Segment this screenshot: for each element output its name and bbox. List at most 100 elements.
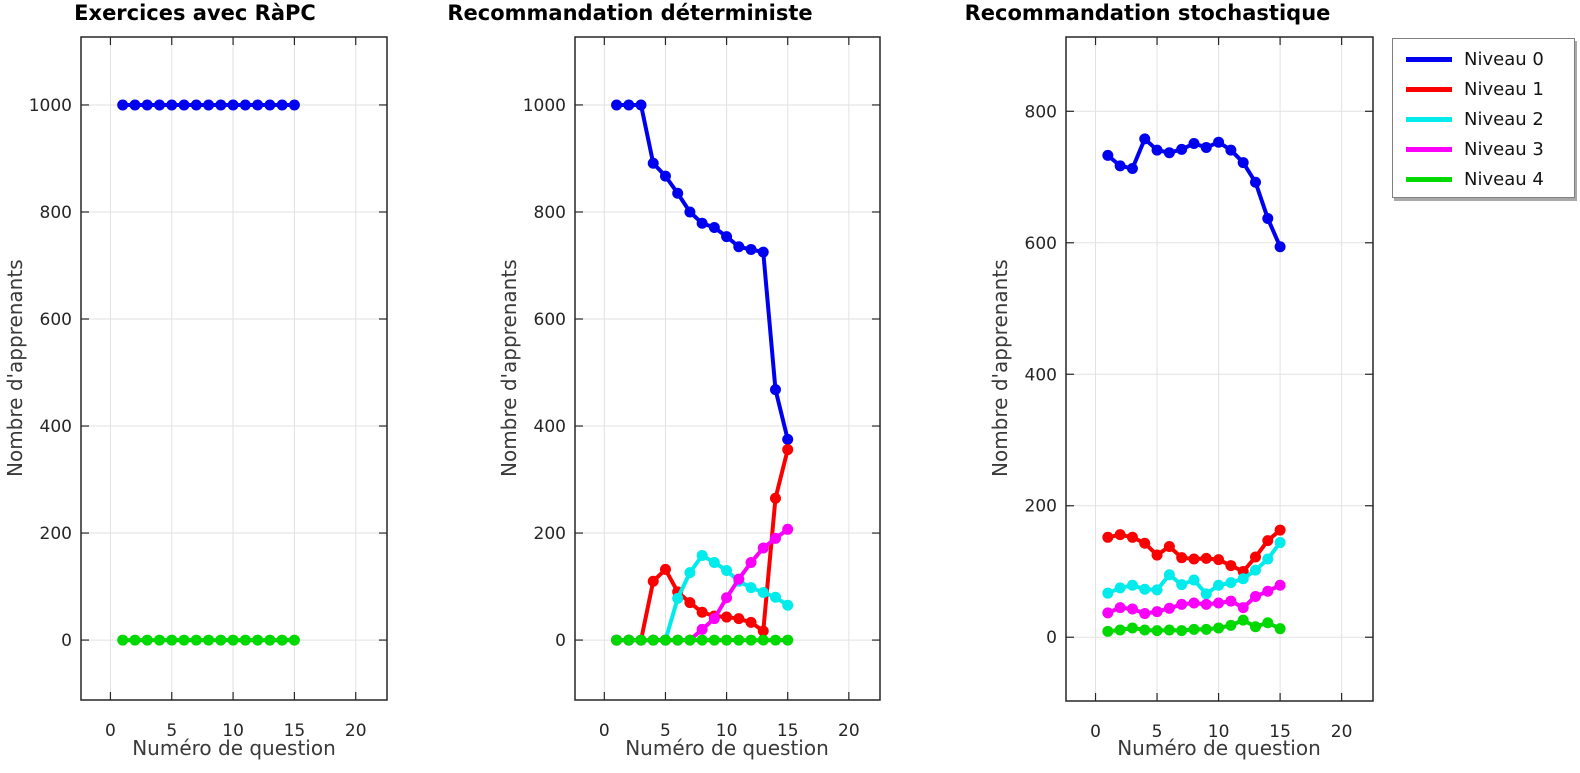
marker-niveau-1 [782,444,794,456]
marker-niveau-0 [684,206,696,218]
marker-niveau-4 [1114,624,1126,636]
marker-niveau-2 [1176,579,1188,591]
x-tick-label: 0 [1090,722,1101,742]
marker-niveau-2 [1126,579,1138,591]
y-tick-label: 200 [534,524,566,544]
chart-title-stochastique: Recommandation stochastique [964,1,1331,25]
marker-niveau-4 [1200,623,1212,635]
marker-niveau-0 [1249,176,1261,188]
marker-niveau-3 [1237,602,1249,614]
series-niveau-4 [1102,614,1286,637]
marker-niveau-0 [239,99,251,111]
marker-niveau-0 [708,221,720,233]
marker-niveau-1 [1249,551,1261,563]
marker-niveau-2 [745,582,757,594]
marker-niveau-2 [1151,584,1163,596]
marker-niveau-3 [696,623,708,635]
marker-niveau-0 [635,99,647,111]
marker-niveau-1 [1188,553,1200,565]
plot-frame [574,36,881,701]
marker-niveau-4 [252,634,264,646]
marker-niveau-2 [1102,587,1114,599]
marker-niveau-3 [1213,597,1225,609]
marker-niveau-2 [1262,553,1274,565]
marker-niveau-4 [117,634,129,646]
x-axis-label-middle: Numéro de question [625,736,829,760]
x-tick-label: 5 [660,721,671,741]
x-tick-label: 20 [838,721,860,741]
marker-niveau-0 [1274,241,1286,253]
marker-niveau-0 [276,99,288,111]
x-tick-label: 15 [1269,722,1291,742]
marker-niveau-1 [1163,541,1175,553]
marker-niveau-4 [1102,625,1114,637]
legend-swatch-4 [1406,176,1452,182]
marker-niveau-0 [1151,144,1163,156]
marker-niveau-0 [1262,212,1274,224]
marker-niveau-4 [1274,623,1286,635]
y-tick-label: 400 [534,417,566,437]
marker-niveau-3 [1188,597,1200,609]
marker-niveau-3 [1249,590,1261,602]
marker-niveau-4 [239,634,251,646]
marker-niveau-4 [288,634,300,646]
x-tick-label: 0 [105,721,116,741]
x-axis-label-left: Numéro de question [132,736,336,760]
marker-niveau-1 [757,625,769,637]
y-tick-label: 800 [40,203,72,223]
y-tick-label: 600 [1025,234,1057,254]
legend: Niveau 0 Niveau 1 Niveau 2 Niveau 3 Niveau 4 [1392,38,1575,198]
marker-niveau-4 [153,634,165,646]
marker-niveau-0 [1237,157,1249,169]
marker-niveau-2 [1188,574,1200,586]
plot-frame [80,36,388,701]
marker-niveau-0 [190,99,202,111]
y-axis-label-middle: Nombre d'apprenants [497,259,521,478]
marker-niveau-1 [769,492,781,504]
marker-niveau-4 [264,634,276,646]
marker-niveau-0 [745,243,757,255]
x-tick-label: 15 [777,721,799,741]
marker-niveau-0 [1176,143,1188,155]
marker-niveau-4 [1225,619,1237,631]
marker-niveau-1 [1262,535,1274,547]
marker-niveau-0 [141,99,153,111]
marker-niveau-3 [721,592,733,604]
marker-niveau-0 [647,157,659,169]
y-tick-label: 800 [534,203,566,223]
marker-niveau-4 [1163,624,1175,636]
marker-niveau-3 [1151,606,1163,618]
marker-niveau-0 [215,99,227,111]
y-tick-label: 600 [534,310,566,330]
marker-niveau-1 [733,613,745,625]
marker-niveau-1 [1274,524,1286,536]
marker-niveau-2 [1114,582,1126,594]
marker-niveau-4 [733,634,745,646]
marker-niveau-3 [1225,595,1237,607]
marker-niveau-3 [1163,602,1175,614]
x-tick-label: 0 [599,721,610,741]
marker-niveau-4 [708,634,720,646]
marker-niveau-4 [141,634,153,646]
marker-niveau-3 [1262,585,1274,597]
marker-niveau-4 [782,634,794,646]
x-tick-label: 10 [1208,722,1230,742]
x-tick-label: 15 [284,721,306,741]
y-tick-label: 800 [1025,102,1057,122]
series-niveau-1 [1102,524,1286,577]
marker-niveau-1 [745,616,757,628]
x-tick-label: 20 [345,721,367,741]
marker-niveau-3 [708,613,720,625]
marker-niveau-3 [1200,598,1212,610]
series-niveau-0 [611,99,794,445]
marker-niveau-1 [1114,529,1126,541]
marker-niveau-4 [684,634,696,646]
series-niveau-2 [1102,537,1286,600]
marker-niveau-1 [1176,552,1188,564]
marker-niveau-4 [276,634,288,646]
marker-niveau-3 [1126,603,1138,615]
marker-niveau-1 [1126,531,1138,543]
chart-title-deterministe: Recommandation déterministe [447,1,813,25]
x-tick-label: 5 [1152,722,1163,742]
